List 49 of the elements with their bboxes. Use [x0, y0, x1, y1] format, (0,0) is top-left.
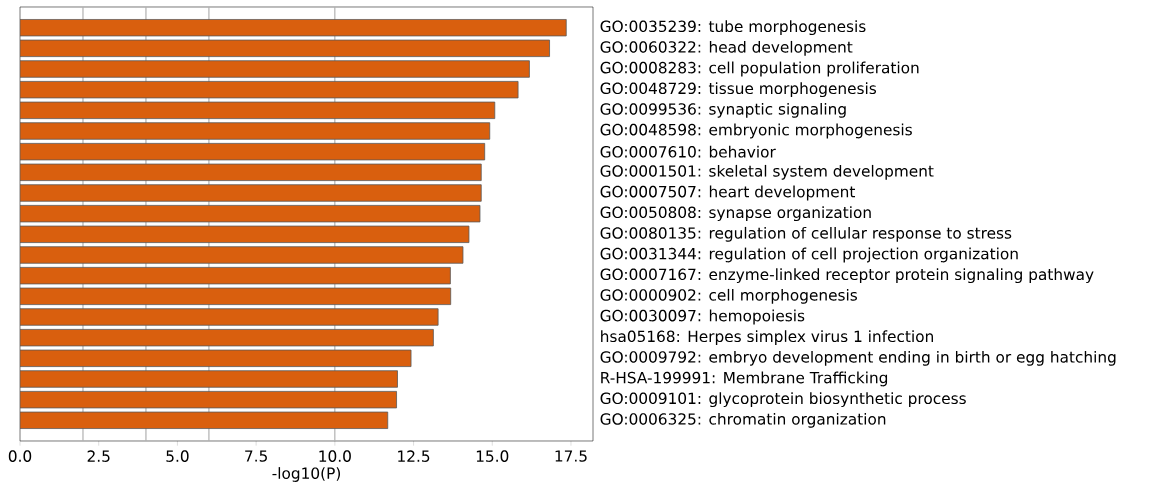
bar [20, 349, 412, 367]
bar [20, 163, 482, 181]
y-tick-label: GO:0007167: enzyme-linked receptor protein signaling pathway [600, 268, 1094, 284]
bar [20, 390, 397, 409]
bar [20, 101, 496, 119]
y-tick-label: GO:0060322: head development [600, 40, 853, 56]
y-tick-label: GO:0009101: glycoprotein biosynthetic process [600, 392, 966, 408]
bar [20, 39, 550, 57]
x-tick-label: 2.5 [87, 450, 110, 462]
y-tick-label: GO:0000902: cell morphogenesis [600, 288, 858, 304]
x-tick-label: 10.0 [319, 450, 351, 462]
y-tick-label: GO:0031344: regulation of cell projection organization [600, 247, 1018, 263]
x-tick-label: 5.0 [166, 450, 189, 462]
y-tick-label: GO:0001501: skeletal system development [600, 164, 934, 180]
bar [20, 81, 519, 99]
bar [20, 60, 530, 78]
x-tick-label: 15.0 [476, 450, 509, 462]
bar [20, 266, 451, 285]
y-tick-label: GO:0006325: chromatin organization [600, 412, 886, 428]
x-tick-label: 12.5 [398, 450, 430, 462]
y-tick-label: GO:0030097: hemopoiesis [600, 309, 805, 325]
y-tick-label: GO:0009792: embryo development ending in birth or egg hatching [600, 350, 1116, 366]
y-tick-label: GO:0050808: synapse organization [600, 206, 871, 222]
y-tick-label: hsa05168: Herpes simplex virus 1 infection [601, 330, 933, 346]
bar [20, 225, 470, 243]
x-tick-label: 0.0 [8, 450, 32, 462]
x-tick-label: 17.5 [555, 450, 587, 462]
x-axis-title: -log10(P) [272, 467, 341, 482]
y-tick-label: GO:0007507: heart development [600, 185, 856, 201]
bar [20, 287, 452, 305]
y-tick-label: GO:0099536: synaptic signaling [600, 102, 846, 118]
y-tick-label: GO:0080135: regulation of cellular response to stress [600, 226, 1012, 242]
y-tick-label: GO:0035239: tube morphogenesis [600, 20, 866, 36]
bar [20, 328, 434, 347]
bar [20, 19, 567, 37]
bar [20, 184, 482, 202]
y-tick-label: GO:0048729: tissue morphogenesis [600, 82, 877, 98]
bar [20, 411, 389, 429]
bar [20, 246, 464, 264]
bar [20, 122, 491, 140]
y-tick-label: GO:0008283: cell population proliferation [600, 61, 919, 77]
y-tick-label: R-HSA-199991: Membrane Trafficking [601, 371, 888, 387]
y-tick-label: GO:0048598: embryonic morphogenesis [600, 123, 912, 139]
x-tick-label: 7.5 [245, 450, 267, 462]
bar [20, 370, 398, 388]
bar [20, 205, 481, 223]
y-tick-label: GO:0007610: behavior [600, 145, 776, 158]
bar [20, 143, 486, 161]
bar [20, 308, 439, 326]
